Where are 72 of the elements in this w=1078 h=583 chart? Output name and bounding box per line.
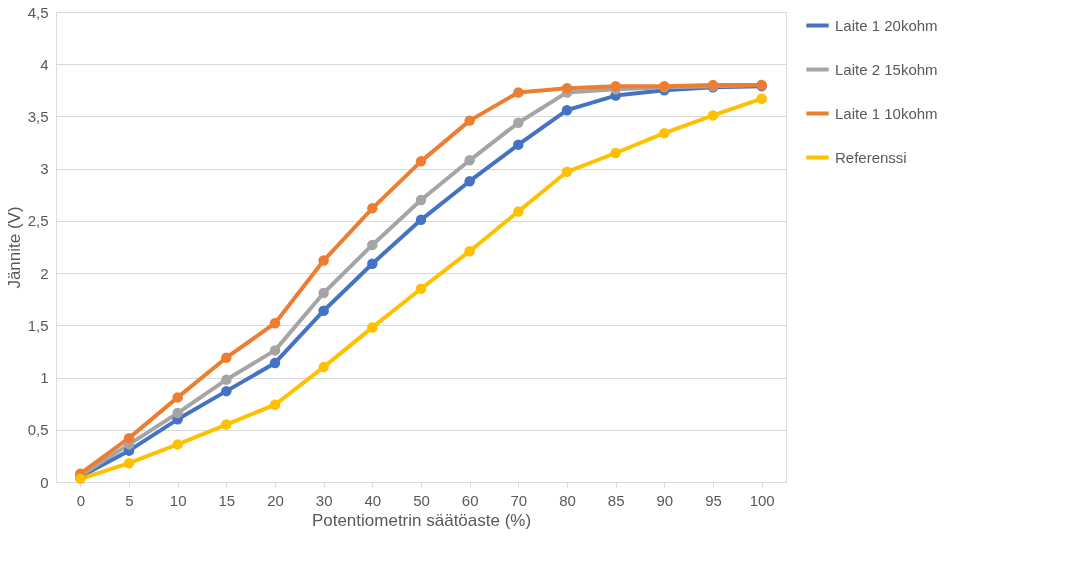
point: [367, 258, 378, 269]
point: [464, 115, 475, 126]
y-tick-label: 0: [40, 473, 49, 491]
point: [269, 399, 281, 410]
x-tick-label: 40: [364, 491, 382, 509]
x-tick-label: 0: [76, 491, 86, 509]
point: [367, 203, 378, 214]
point: [610, 147, 621, 159]
x-tick-label: 5: [125, 491, 134, 509]
point: [415, 214, 427, 226]
point: [610, 80, 621, 92]
point: [415, 194, 427, 206]
y-tick-label: 2: [40, 264, 49, 282]
point: [561, 83, 573, 94]
y-tick-label: 3,5: [27, 107, 49, 125]
legend-label: Laite 1 10kohm: [835, 104, 938, 122]
x-tick-label: 100: [749, 491, 775, 509]
x-tick-label: 15: [218, 491, 236, 509]
legend-label: Laite 1 20kohm: [835, 16, 938, 34]
y-tick-label: 2,5: [27, 212, 49, 230]
point: [269, 318, 281, 329]
point: [269, 345, 281, 356]
point: [756, 93, 767, 104]
point: [172, 439, 183, 450]
x-tick-label: 80: [559, 491, 576, 509]
point: [367, 322, 378, 333]
x-tick-label: 20: [267, 491, 284, 509]
point: [561, 166, 573, 178]
point: [221, 419, 232, 430]
point: [221, 352, 232, 363]
point: [318, 305, 329, 316]
y-tick-label: 4: [40, 55, 49, 73]
x-tick-label: 95: [705, 491, 722, 509]
point: [172, 407, 183, 419]
y-tick-label: 1,5: [27, 316, 49, 334]
x-axis-title: Potentiometrin säätöaste (%): [311, 510, 532, 530]
x-tick-label: 90: [656, 491, 674, 509]
x-tick-label: 85: [607, 491, 625, 509]
legend-label: Referenssi: [835, 148, 907, 166]
point: [659, 127, 670, 139]
y-axis-title: Jännite (V): [4, 206, 24, 289]
point: [172, 392, 183, 403]
point: [464, 245, 475, 257]
point: [123, 432, 135, 444]
point: [513, 117, 524, 128]
point: [415, 156, 427, 167]
y-tick-label: 4,5: [27, 3, 49, 21]
point: [318, 361, 329, 373]
point: [561, 104, 573, 116]
point: [123, 457, 135, 469]
x-tick-label: 30: [315, 491, 333, 509]
point: [513, 139, 524, 150]
x-tick-label: 70: [510, 491, 528, 509]
point: [707, 110, 719, 121]
legend-label: Laite 2 15kohm: [835, 60, 938, 78]
y-tick-label: 0,5: [27, 421, 49, 439]
x-tick-label: 60: [461, 491, 479, 509]
point: [513, 87, 524, 98]
point: [513, 206, 524, 217]
point: [221, 374, 232, 385]
point: [367, 239, 378, 251]
point: [415, 283, 427, 295]
point: [464, 155, 475, 166]
y-tick-label: 1: [40, 369, 49, 387]
point: [464, 175, 475, 187]
point: [269, 357, 281, 369]
point: [318, 287, 329, 299]
point: [221, 385, 232, 397]
point: [318, 255, 329, 266]
x-tick-label: 50: [413, 491, 430, 509]
x-tick-label: 10: [169, 491, 187, 509]
y-tick-label: 3: [40, 160, 49, 178]
